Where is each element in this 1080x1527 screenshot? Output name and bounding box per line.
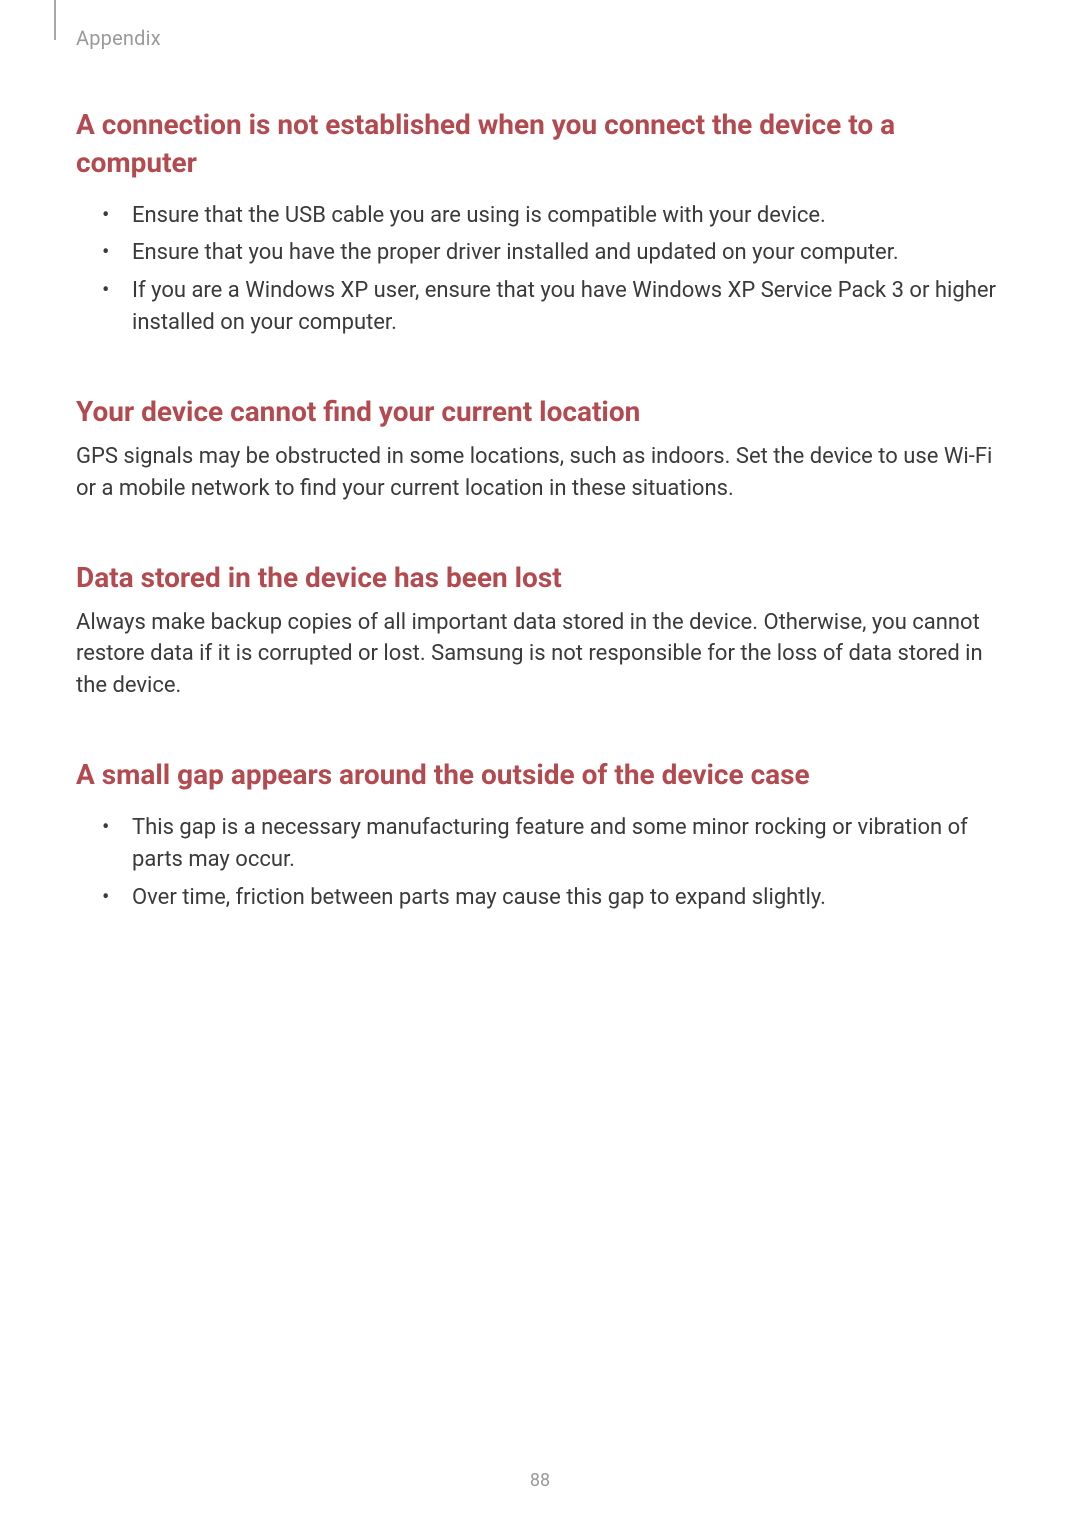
list-item: Ensure that you have the proper driver i… xyxy=(76,237,1004,269)
bullet-list-connection: Ensure that the USB cable you are using … xyxy=(76,200,1004,340)
section-heading-data-lost: Data stored in the device has been lost xyxy=(76,559,1004,597)
list-item: Ensure that the USB cable you are using … xyxy=(76,200,1004,232)
section-heading-connection: A connection is not established when you… xyxy=(76,106,1004,182)
list-item: Over time, friction between parts may ca… xyxy=(76,882,1004,914)
page-number: 88 xyxy=(0,1470,1080,1491)
page-content: A connection is not established when you… xyxy=(76,106,1004,924)
body-paragraph-data-lost: Always make backup copies of all importa… xyxy=(76,607,1004,703)
section-heading-gap: A small gap appears around the outside o… xyxy=(76,756,1004,794)
header-section-label: Appendix xyxy=(76,26,161,50)
list-item: If you are a Windows XP user, ensure tha… xyxy=(76,275,1004,339)
body-paragraph-location: GPS signals may be obstructed in some lo… xyxy=(76,441,1004,505)
list-item: This gap is a necessary manufacturing fe… xyxy=(76,812,1004,876)
section-heading-location: Your device cannot find your current loc… xyxy=(76,393,1004,431)
header-vertical-mark xyxy=(54,0,56,40)
bullet-list-gap: This gap is a necessary manufacturing fe… xyxy=(76,812,1004,914)
